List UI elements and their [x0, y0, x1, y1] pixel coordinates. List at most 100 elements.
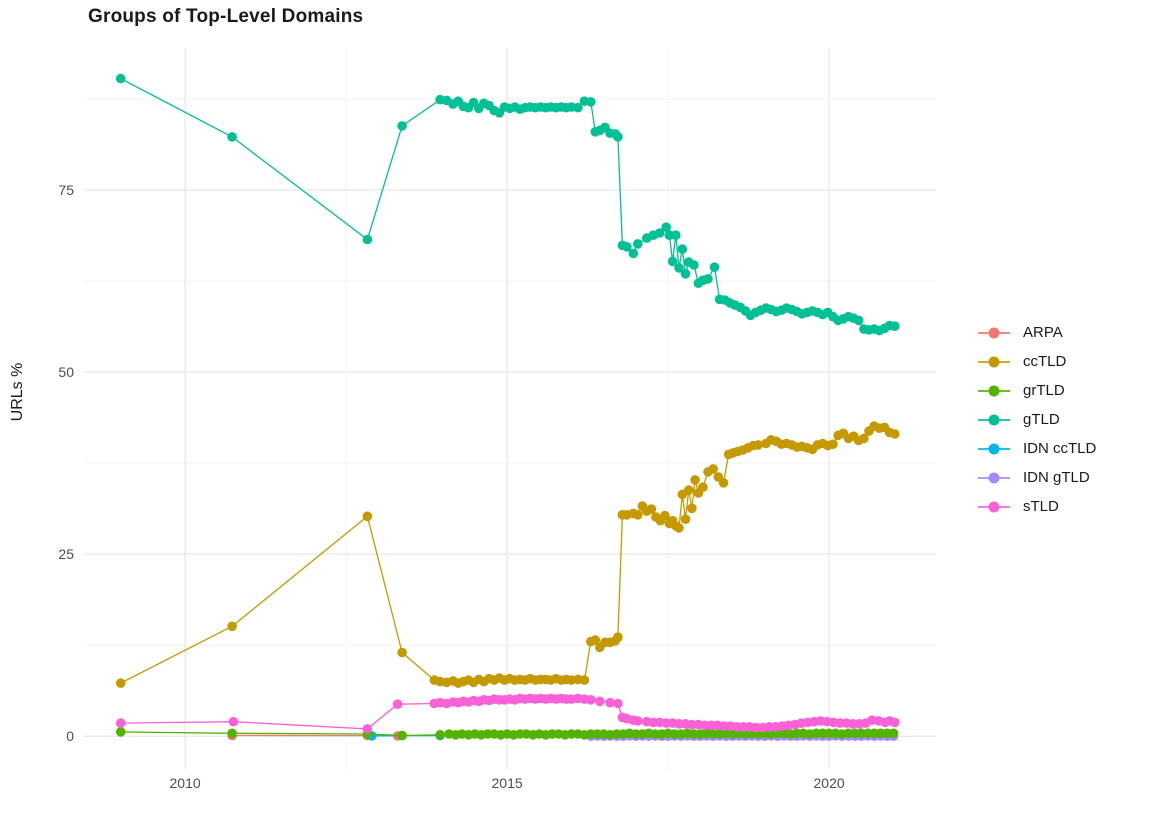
legend-entry-arpa: ARPA	[978, 318, 1096, 347]
data-point-gtld	[671, 230, 681, 240]
legend-key-icon	[978, 411, 1010, 429]
series-line-gtld	[120, 78, 895, 332]
data-point-gtld	[703, 274, 713, 284]
data-point-cctld	[115, 678, 126, 688]
data-point-gtld	[890, 321, 900, 332]
legend-label: gTLD	[1023, 411, 1060, 428]
legend: ARPA ccTLD grTLD gTLD IDN ccTLD IDN gTLD sTLD	[978, 318, 1096, 521]
data-point-cctld	[590, 635, 601, 645]
data-point-cctld	[646, 504, 657, 514]
legend-key-icon	[978, 498, 1010, 516]
data-point-cctld	[890, 429, 900, 439]
data-point-stld	[633, 716, 643, 726]
legend-label: sTLD	[1023, 498, 1059, 515]
data-point-stld	[392, 699, 403, 709]
y-tick-label: 0	[66, 728, 74, 745]
data-point-stld	[890, 717, 900, 728]
legend-entry-idn-gtld: IDN gTLD	[978, 463, 1096, 492]
data-point-gtld	[680, 269, 691, 279]
data-point-cctld	[680, 514, 691, 524]
legend-label: grTLD	[1023, 382, 1065, 399]
legend-dot-icon	[988, 414, 1000, 425]
legend-key-icon	[978, 353, 1010, 371]
data-point-gtld	[628, 248, 639, 259]
data-point-grtld	[435, 730, 445, 740]
legend-dot-icon	[988, 501, 1000, 512]
y-tick-label: 50	[58, 364, 74, 381]
data-point-cctld	[687, 503, 697, 514]
data-point-gtld	[633, 239, 643, 249]
data-point-grtld	[115, 727, 126, 737]
data-point-cctld	[227, 621, 237, 632]
data-point-grtld	[888, 728, 899, 739]
data-point-gtld	[709, 262, 720, 272]
data-point-gtld	[622, 242, 632, 252]
y-axis-title: URLs %	[9, 362, 26, 422]
x-tick-label: 2010	[169, 775, 201, 791]
data-point-cctld	[362, 511, 373, 522]
legend-entry-cctld: ccTLD	[978, 347, 1096, 376]
legend-label: ARPA	[1023, 324, 1063, 341]
x-tick-label: 2015	[491, 775, 523, 791]
data-point-gtld	[362, 234, 373, 245]
legend-dot-icon	[988, 472, 1000, 483]
data-point-cctld	[753, 440, 764, 450]
plot-panel	[84, 48, 936, 769]
data-point-gtld	[573, 102, 583, 113]
data-point-gtld	[397, 121, 407, 131]
legend-key-icon	[978, 440, 1010, 458]
data-point-cctld	[690, 475, 700, 485]
data-point-gtld	[677, 244, 688, 254]
data-point-stld	[605, 697, 615, 708]
data-point-cctld	[828, 439, 838, 450]
legend-key-icon	[978, 469, 1010, 487]
data-point-cctld	[579, 675, 590, 685]
legend-key-icon	[978, 324, 1010, 342]
y-tick-label: 25	[58, 546, 74, 563]
data-point-gtld	[689, 260, 699, 270]
legend-label: IDN ccTLD	[1023, 440, 1097, 457]
data-point-gtld	[227, 132, 237, 142]
data-point-cctld	[633, 510, 643, 520]
data-point-gtld	[674, 263, 684, 273]
data-point-cctld	[718, 478, 729, 488]
data-point-stld	[362, 724, 373, 734]
data-point-gtld	[586, 97, 596, 107]
legend-dot-icon	[988, 327, 1000, 338]
data-point-cctld	[708, 464, 718, 474]
data-point-grtld	[227, 728, 237, 739]
legend-entry-grtld: grTLD	[978, 376, 1096, 405]
legend-label: IDN gTLD	[1023, 469, 1090, 486]
legend-dot-icon	[988, 443, 1000, 454]
legend-label: ccTLD	[1023, 353, 1067, 370]
legend-entry-gtld: gTLD	[978, 405, 1096, 434]
data-point-stld	[115, 718, 126, 728]
legend-entry-idn-cctld: IDN ccTLD	[978, 434, 1096, 463]
data-point-cctld	[859, 433, 869, 444]
data-point-cctld	[660, 510, 670, 521]
data-point-gtld	[613, 132, 623, 142]
chart-title: Groups of Top-Level Domains	[88, 6, 364, 27]
data-point-stld	[595, 696, 605, 707]
legend-dot-icon	[988, 385, 1000, 396]
data-point-grtld	[397, 730, 407, 741]
legend-entry-stld: sTLD	[978, 492, 1096, 521]
data-point-gtld	[853, 315, 864, 326]
data-point-cctld	[397, 647, 407, 658]
x-tick-label: 2020	[813, 775, 845, 791]
data-point-gtld	[115, 73, 126, 84]
data-point-stld	[586, 695, 596, 705]
data-point-cctld	[698, 482, 708, 493]
y-tick-label: 75	[58, 182, 74, 198]
data-point-gtld	[654, 228, 665, 238]
data-point-stld	[228, 716, 239, 727]
data-point-stld	[613, 698, 623, 709]
legend-dot-icon	[988, 356, 1000, 367]
data-point-cctld	[683, 485, 694, 495]
data-point-cctld	[674, 523, 684, 533]
data-point-gtld	[667, 256, 678, 267]
legend-key-icon	[978, 382, 1010, 400]
data-point-gtld	[661, 222, 671, 232]
data-point-cctld	[613, 632, 623, 642]
